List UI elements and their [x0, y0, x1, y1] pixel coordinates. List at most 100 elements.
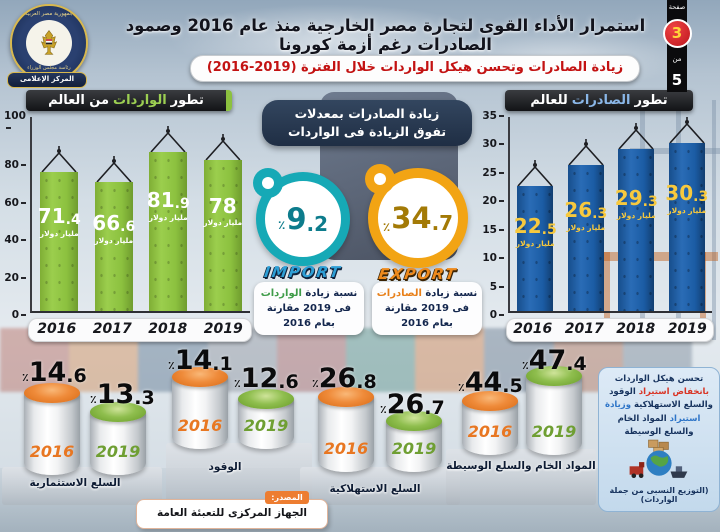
exports-growth-gauge: ٪ 34.7 EXPORT	[365, 164, 468, 283]
pedestal	[300, 467, 460, 505]
source-text: الجهاز المركزى للتعبئة العامة والإحصاء	[136, 499, 328, 529]
cylinder-2016-consumer: 2016	[318, 387, 374, 472]
year-label: 2016	[177, 416, 223, 435]
imports-chart-title: تطور الواردات من العالم	[26, 90, 232, 111]
imports-growth-gauge: ٪ 9.2 IMPORT	[253, 168, 350, 281]
imports-growth-value: ٪ 9.2	[277, 202, 329, 236]
x-tick-2018: 2018	[148, 321, 188, 337]
cylinder-top	[172, 367, 228, 387]
bar-unit-label: مليار دولار	[616, 210, 656, 220]
import-bar-2019: 78 مليار دولار	[203, 133, 242, 311]
cabinet-media-center-logo: جمهورية مصر العربية رئاسة مجلس الوزراء ا…	[6, 2, 90, 88]
crane-hook-icon	[205, 133, 241, 160]
page-indicator: صفحة 3 من 5	[662, 0, 692, 92]
export-banner: EXPORT	[377, 265, 459, 283]
cylinder-2016-investment: 2016	[24, 383, 80, 475]
caption-pre: نسبة زيادة	[425, 288, 478, 299]
bar-column-2017: 26.3 مليار دولار	[561, 117, 612, 311]
bubble-line1: زيادة الصادرات بمعدلات	[294, 106, 440, 121]
key-message-bubble: زيادة الصادرات بمعدلات تفوق الزيادة فى ا…	[262, 100, 472, 147]
y-tick: 0	[12, 309, 26, 321]
cylinder-2019-consumer: 2019	[386, 411, 442, 472]
y-tick: 60	[4, 197, 26, 209]
cylinder-2016-fuel: 2016	[172, 367, 228, 449]
note-seg: الوقود والسلع الاستهلاكية	[609, 387, 713, 411]
page-total: 5	[671, 70, 683, 89]
exports-growth-value: ٪ 34.7	[382, 201, 454, 235]
note-seg: تحسن هيكل الواردات	[614, 374, 704, 384]
bar-column-2017: 66.6 مليار دولار	[87, 117, 142, 311]
exports-x-axis: 2016 2017 2018 2019	[506, 318, 714, 342]
imports-structure-section: ٪14.6 2016 ٪13.3 2019 السلع الاستثمارية …	[0, 345, 720, 532]
eagle-emblem-icon	[40, 29, 58, 55]
percent-sign: ٪	[277, 218, 286, 232]
exports-growth-caption: نسبة زيادة الصادرات فى 2019 مقارنة بعام …	[372, 282, 482, 335]
crane-hook-icon	[618, 122, 654, 149]
bar-column-2018: 29.3 مليار دولار	[611, 117, 662, 311]
page-word: صفحة	[668, 3, 686, 11]
x-tick-2016: 2016	[37, 321, 77, 337]
crane-hook-icon	[517, 160, 553, 187]
import-bar-2018: 81.9 مليار دولار	[147, 126, 190, 311]
y-tick: 10	[482, 252, 504, 264]
category-fuel: الوقود	[208, 461, 242, 473]
y-tick: 100	[4, 110, 26, 134]
x-tick-2017: 2017	[92, 321, 132, 337]
gauge-ring	[368, 168, 468, 268]
exports-plot-area: 35 30 25 20 15 10 5 0 22.5 مليار دولار	[482, 110, 714, 321]
crane-hook-icon	[568, 139, 604, 166]
exports-chart: تطور الصادرات للعالم 35 30 25 20 15 10 5…	[482, 88, 716, 342]
pedestal	[446, 449, 596, 505]
y-tick: 25	[482, 167, 504, 179]
bar-unit-label: مليار دولار	[566, 223, 606, 233]
x-tick-2018: 2018	[616, 321, 656, 337]
y-tick: 30	[482, 138, 504, 150]
imports-x-axis: 2016 2017 2018 2019	[28, 318, 252, 342]
bar-unit-label: مليار دولار	[203, 218, 243, 227]
imports-plot-area: 100 80 60 40 20 0 71.4 مليار دولار 66	[4, 110, 252, 321]
year-label: 2019	[243, 416, 289, 435]
logo-emblem	[26, 20, 72, 66]
percent-sign: ٪	[22, 371, 29, 384]
year-label: 2019	[531, 422, 577, 441]
port-crane-photo	[712, 100, 716, 340]
imports-bars: 71.4 مليار دولار 66.6 مليار دولار 81.9 مليا…	[30, 117, 250, 313]
crane-hook-icon	[96, 155, 132, 182]
distribution-caption: (التوزيع النسبى من جملة الواردات)	[609, 485, 709, 504]
bar-value-label: 81.9 مليار دولار	[146, 188, 190, 223]
trade-goods-illustration	[629, 439, 688, 478]
year-label: 2016	[467, 422, 513, 441]
bar-value-label: 26.3 مليار دولار	[564, 198, 608, 233]
y-tick: 15	[482, 224, 504, 236]
year-label: 2019	[391, 439, 437, 458]
category-investment-goods: السلع الاستثمارية	[29, 477, 121, 489]
cylinder-2019-raw: 2019	[526, 366, 582, 455]
year-label: 2019	[95, 442, 141, 461]
imports-structure-note: تحسن هيكل الواردات بانخفاض استيراد الوقو…	[598, 367, 720, 512]
cylinder-2019-investment: 2019	[90, 402, 146, 475]
cylinder-body	[526, 376, 582, 455]
crane-hook-icon	[669, 117, 705, 144]
percent-sign: ٪	[522, 359, 529, 372]
cylinder-body	[318, 397, 374, 472]
logo-ring: جمهورية مصر العربية رئاسة مجلس الوزراء	[10, 4, 88, 82]
bar-column-2019: 30.3 مليار دولار	[662, 117, 713, 311]
fuel-2019-value: ٪12.6	[234, 363, 299, 394]
cylinder-top	[238, 389, 294, 409]
bar-value-label: 66.6 مليار دولار	[92, 210, 136, 245]
title-highlight: الصادرات	[571, 93, 631, 108]
bar-value-label: 29.3 مليار دولار	[614, 185, 658, 220]
raw-2019-value: ٪47.4	[522, 345, 587, 376]
x-tick-2019: 2019	[203, 321, 243, 337]
bar-column-2016: 22.5 مليار دولار	[510, 117, 561, 311]
export-bar-2019: 30.3 مليار دولار	[665, 117, 708, 311]
caption-post: فى 2019 مقارنة بعام 2016	[384, 303, 470, 329]
gantry-crane-photo	[600, 252, 718, 261]
y-tick: 20	[4, 272, 26, 284]
bar-value-label: 30.3 مليار دولار	[665, 181, 709, 216]
logo-banner: المركز الإعلامى	[7, 72, 87, 88]
caption-highlight: الواردات	[260, 288, 302, 299]
growth-comparison-panel: زيادة الصادرات بمعدلات تفوق الزيادة فى ا…	[253, 88, 482, 345]
cylinder-top	[318, 387, 374, 407]
